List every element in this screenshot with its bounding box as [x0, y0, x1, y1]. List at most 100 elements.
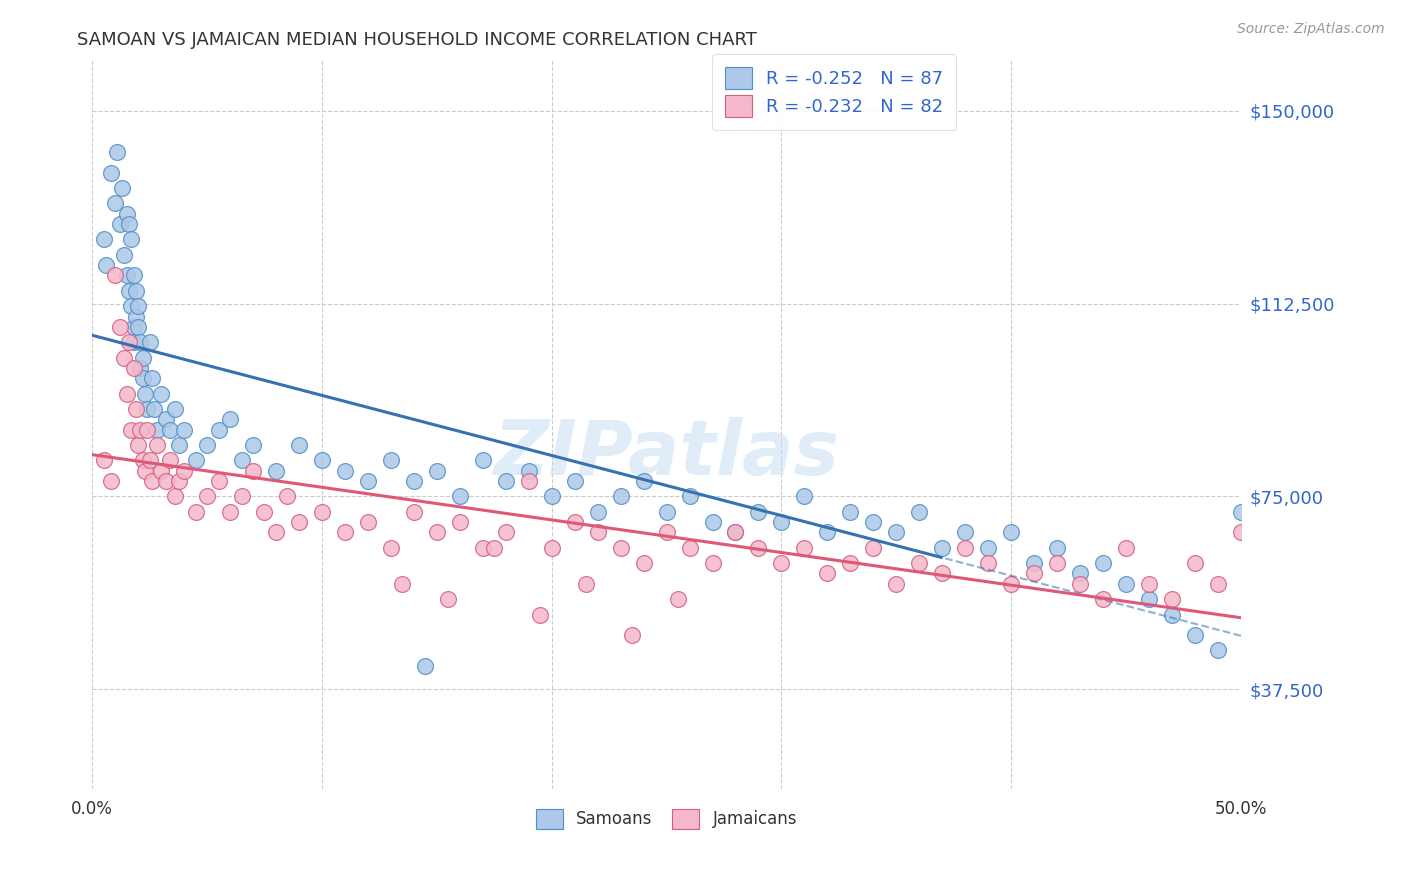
Point: [747, 541, 769, 555]
Point: [1184, 556, 1206, 570]
Point: [609, 489, 631, 503]
Text: Source: ZipAtlas.com: Source: ZipAtlas.com: [1237, 22, 1385, 37]
Point: [134, 386, 156, 401]
Point: [115, 268, 138, 283]
Point: [112, 248, 135, 262]
Point: [100, 474, 122, 488]
Point: [1069, 566, 1091, 581]
Point: [115, 207, 138, 221]
Point: [207, 474, 229, 488]
Point: [517, 464, 540, 478]
Point: [120, 423, 142, 437]
Point: [884, 525, 907, 540]
Point: [111, 181, 134, 195]
Point: [125, 284, 148, 298]
Point: [195, 489, 218, 503]
Point: [884, 576, 907, 591]
Point: [118, 284, 141, 298]
Point: [471, 541, 494, 555]
Point: [118, 335, 141, 350]
Text: SAMOAN VS JAMAICAN MEDIAN HOUSEHOLD INCOME CORRELATION CHART: SAMOAN VS JAMAICAN MEDIAN HOUSEHOLD INCO…: [77, 31, 758, 49]
Point: [815, 525, 838, 540]
Point: [1069, 576, 1091, 591]
Point: [94, 258, 117, 272]
Point: [908, 505, 931, 519]
Point: [155, 412, 177, 426]
Point: [1115, 576, 1137, 591]
Point: [655, 525, 678, 540]
Point: [143, 402, 166, 417]
Point: [770, 556, 793, 570]
Point: [540, 489, 562, 503]
Point: [120, 299, 142, 313]
Point: [495, 474, 517, 488]
Point: [1092, 592, 1115, 607]
Point: [242, 438, 264, 452]
Point: [1000, 576, 1022, 591]
Point: [333, 525, 356, 540]
Point: [724, 525, 747, 540]
Point: [609, 541, 631, 555]
Point: [122, 335, 145, 350]
Point: [564, 515, 586, 529]
Point: [621, 628, 644, 642]
Point: [173, 423, 195, 437]
Point: [702, 556, 724, 570]
Point: [242, 464, 264, 478]
Point: [1024, 556, 1046, 570]
Point: [529, 607, 551, 622]
Point: [1161, 592, 1184, 607]
Point: [1206, 576, 1229, 591]
Point: [108, 319, 131, 334]
Point: [1230, 505, 1253, 519]
Point: [134, 464, 156, 478]
Point: [184, 453, 207, 467]
Point: [169, 438, 191, 452]
Point: [122, 360, 145, 375]
Point: [1000, 525, 1022, 540]
Point: [564, 474, 586, 488]
Point: [169, 474, 191, 488]
Point: [1046, 541, 1069, 555]
Point: [93, 232, 115, 246]
Point: [1046, 556, 1069, 570]
Point: [413, 659, 436, 673]
Point: [163, 402, 186, 417]
Point: [150, 386, 173, 401]
Point: [484, 541, 506, 555]
Point: [633, 474, 655, 488]
Point: [1161, 607, 1184, 622]
Point: [136, 423, 159, 437]
Point: [163, 489, 186, 503]
Point: [724, 525, 747, 540]
Point: [655, 505, 678, 519]
Point: [633, 556, 655, 570]
Point: [132, 453, 155, 467]
Point: [104, 268, 127, 283]
Point: [793, 541, 815, 555]
Point: [122, 268, 145, 283]
Point: [231, 453, 253, 467]
Point: [129, 335, 152, 350]
Point: [402, 474, 425, 488]
Point: [159, 453, 181, 467]
Point: [955, 541, 977, 555]
Point: [145, 423, 167, 437]
Point: [977, 541, 1000, 555]
Text: ZIPatlas: ZIPatlas: [494, 417, 839, 491]
Point: [793, 489, 815, 503]
Point: [127, 299, 149, 313]
Point: [184, 505, 207, 519]
Point: [159, 423, 181, 437]
Point: [100, 166, 122, 180]
Point: [747, 505, 769, 519]
Point: [112, 351, 135, 365]
Point: [104, 196, 127, 211]
Point: [288, 515, 311, 529]
Point: [145, 438, 167, 452]
Point: [108, 217, 131, 231]
Point: [141, 371, 163, 385]
Point: [155, 474, 177, 488]
Point: [1115, 541, 1137, 555]
Point: [288, 438, 311, 452]
